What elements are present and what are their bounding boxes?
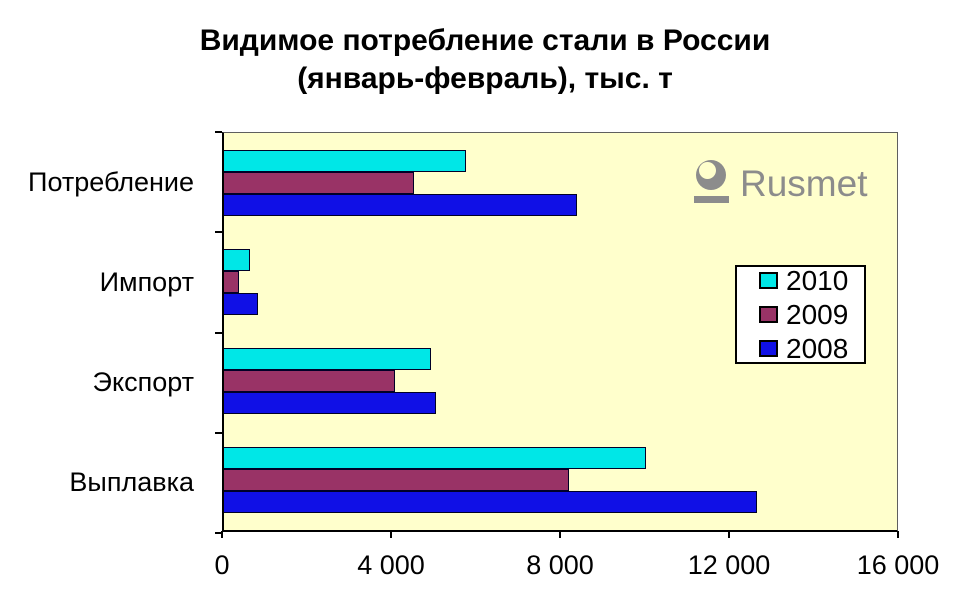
x-tick-label-4: 16 000 [856, 550, 940, 580]
bar-group-4 [224, 431, 897, 530]
x-tick-3 [728, 531, 730, 538]
bar-2008-Выплавка [224, 491, 757, 514]
x-tick-label-1: 4 000 [357, 550, 425, 580]
y-tick-1 [215, 231, 222, 234]
x-tick-label-0: 0 [214, 550, 230, 580]
x-axis-labels: 0 4 000 8 000 12 000 16 000 [214, 550, 939, 584]
bar-group-1 [224, 133, 897, 232]
x-tick-2 [559, 531, 561, 538]
legend-swatch-2009 [759, 306, 778, 323]
bar-2010-Экспорт [224, 348, 431, 371]
bars-container [224, 133, 897, 530]
legend-swatch-2008 [759, 340, 778, 357]
legend: 2010 2009 2008 [735, 265, 866, 364]
bar-2008-Экспорт [224, 392, 436, 415]
legend-label-2010: 2010 [786, 264, 849, 296]
category-label-1: Потребление [28, 166, 194, 197]
bar-2010-Потребление [224, 149, 466, 172]
bar-2009-Выплавка [224, 469, 570, 492]
chart-title-line2: (январь-февраль), тыс. т [297, 62, 673, 95]
bar-2009-Потребление [224, 171, 415, 194]
y-tick-4 [215, 532, 222, 534]
rusmet-logo-icon [692, 156, 730, 211]
bar-2008-Импорт [224, 292, 258, 315]
y-tick-2 [215, 331, 222, 334]
bar-2010-Импорт [224, 248, 251, 271]
category-label-2: Импорт [99, 266, 194, 297]
bar-group-3 [224, 332, 897, 431]
x-tick-4 [897, 531, 899, 538]
y-axis-category-labels: Потребление Импорт Экспорт Выплавка [0, 132, 206, 532]
category-label-4: Выплавка [69, 466, 194, 497]
legend-label-2009: 2009 [786, 298, 849, 330]
rusmet-logo-text: Rusmet [740, 163, 868, 204]
bar-2010-Выплавка [224, 447, 647, 470]
chart-title: Видимое потребление стали в России (янва… [0, 22, 970, 98]
x-tick-label-2: 8 000 [526, 550, 594, 580]
y-axis-ticks [215, 131, 222, 534]
bar-2009-Экспорт [224, 370, 395, 393]
bar-group-2 [224, 232, 897, 331]
y-tick-0 [215, 131, 222, 133]
y-tick-3 [215, 431, 222, 434]
category-label-3: Экспорт [92, 366, 194, 397]
legend-entry-2009: 2009 [759, 298, 864, 330]
legend-entry-2008: 2008 [759, 332, 864, 364]
legend-swatch-2010 [759, 272, 778, 289]
x-tick-label-3: 12 000 [687, 550, 771, 580]
legend-label-2008: 2008 [786, 332, 849, 364]
x-axis-ticks [221, 531, 899, 538]
x-tick-1 [390, 531, 392, 538]
bar-2008-Потребление [224, 193, 578, 216]
chart-title-line1: Видимое потребление стали в России [199, 24, 771, 57]
bar-2009-Импорт [224, 270, 239, 293]
legend-entry-2010: 2010 [759, 264, 864, 296]
rusmet-watermark: Rusmet [692, 156, 867, 211]
x-tick-0 [221, 531, 223, 538]
